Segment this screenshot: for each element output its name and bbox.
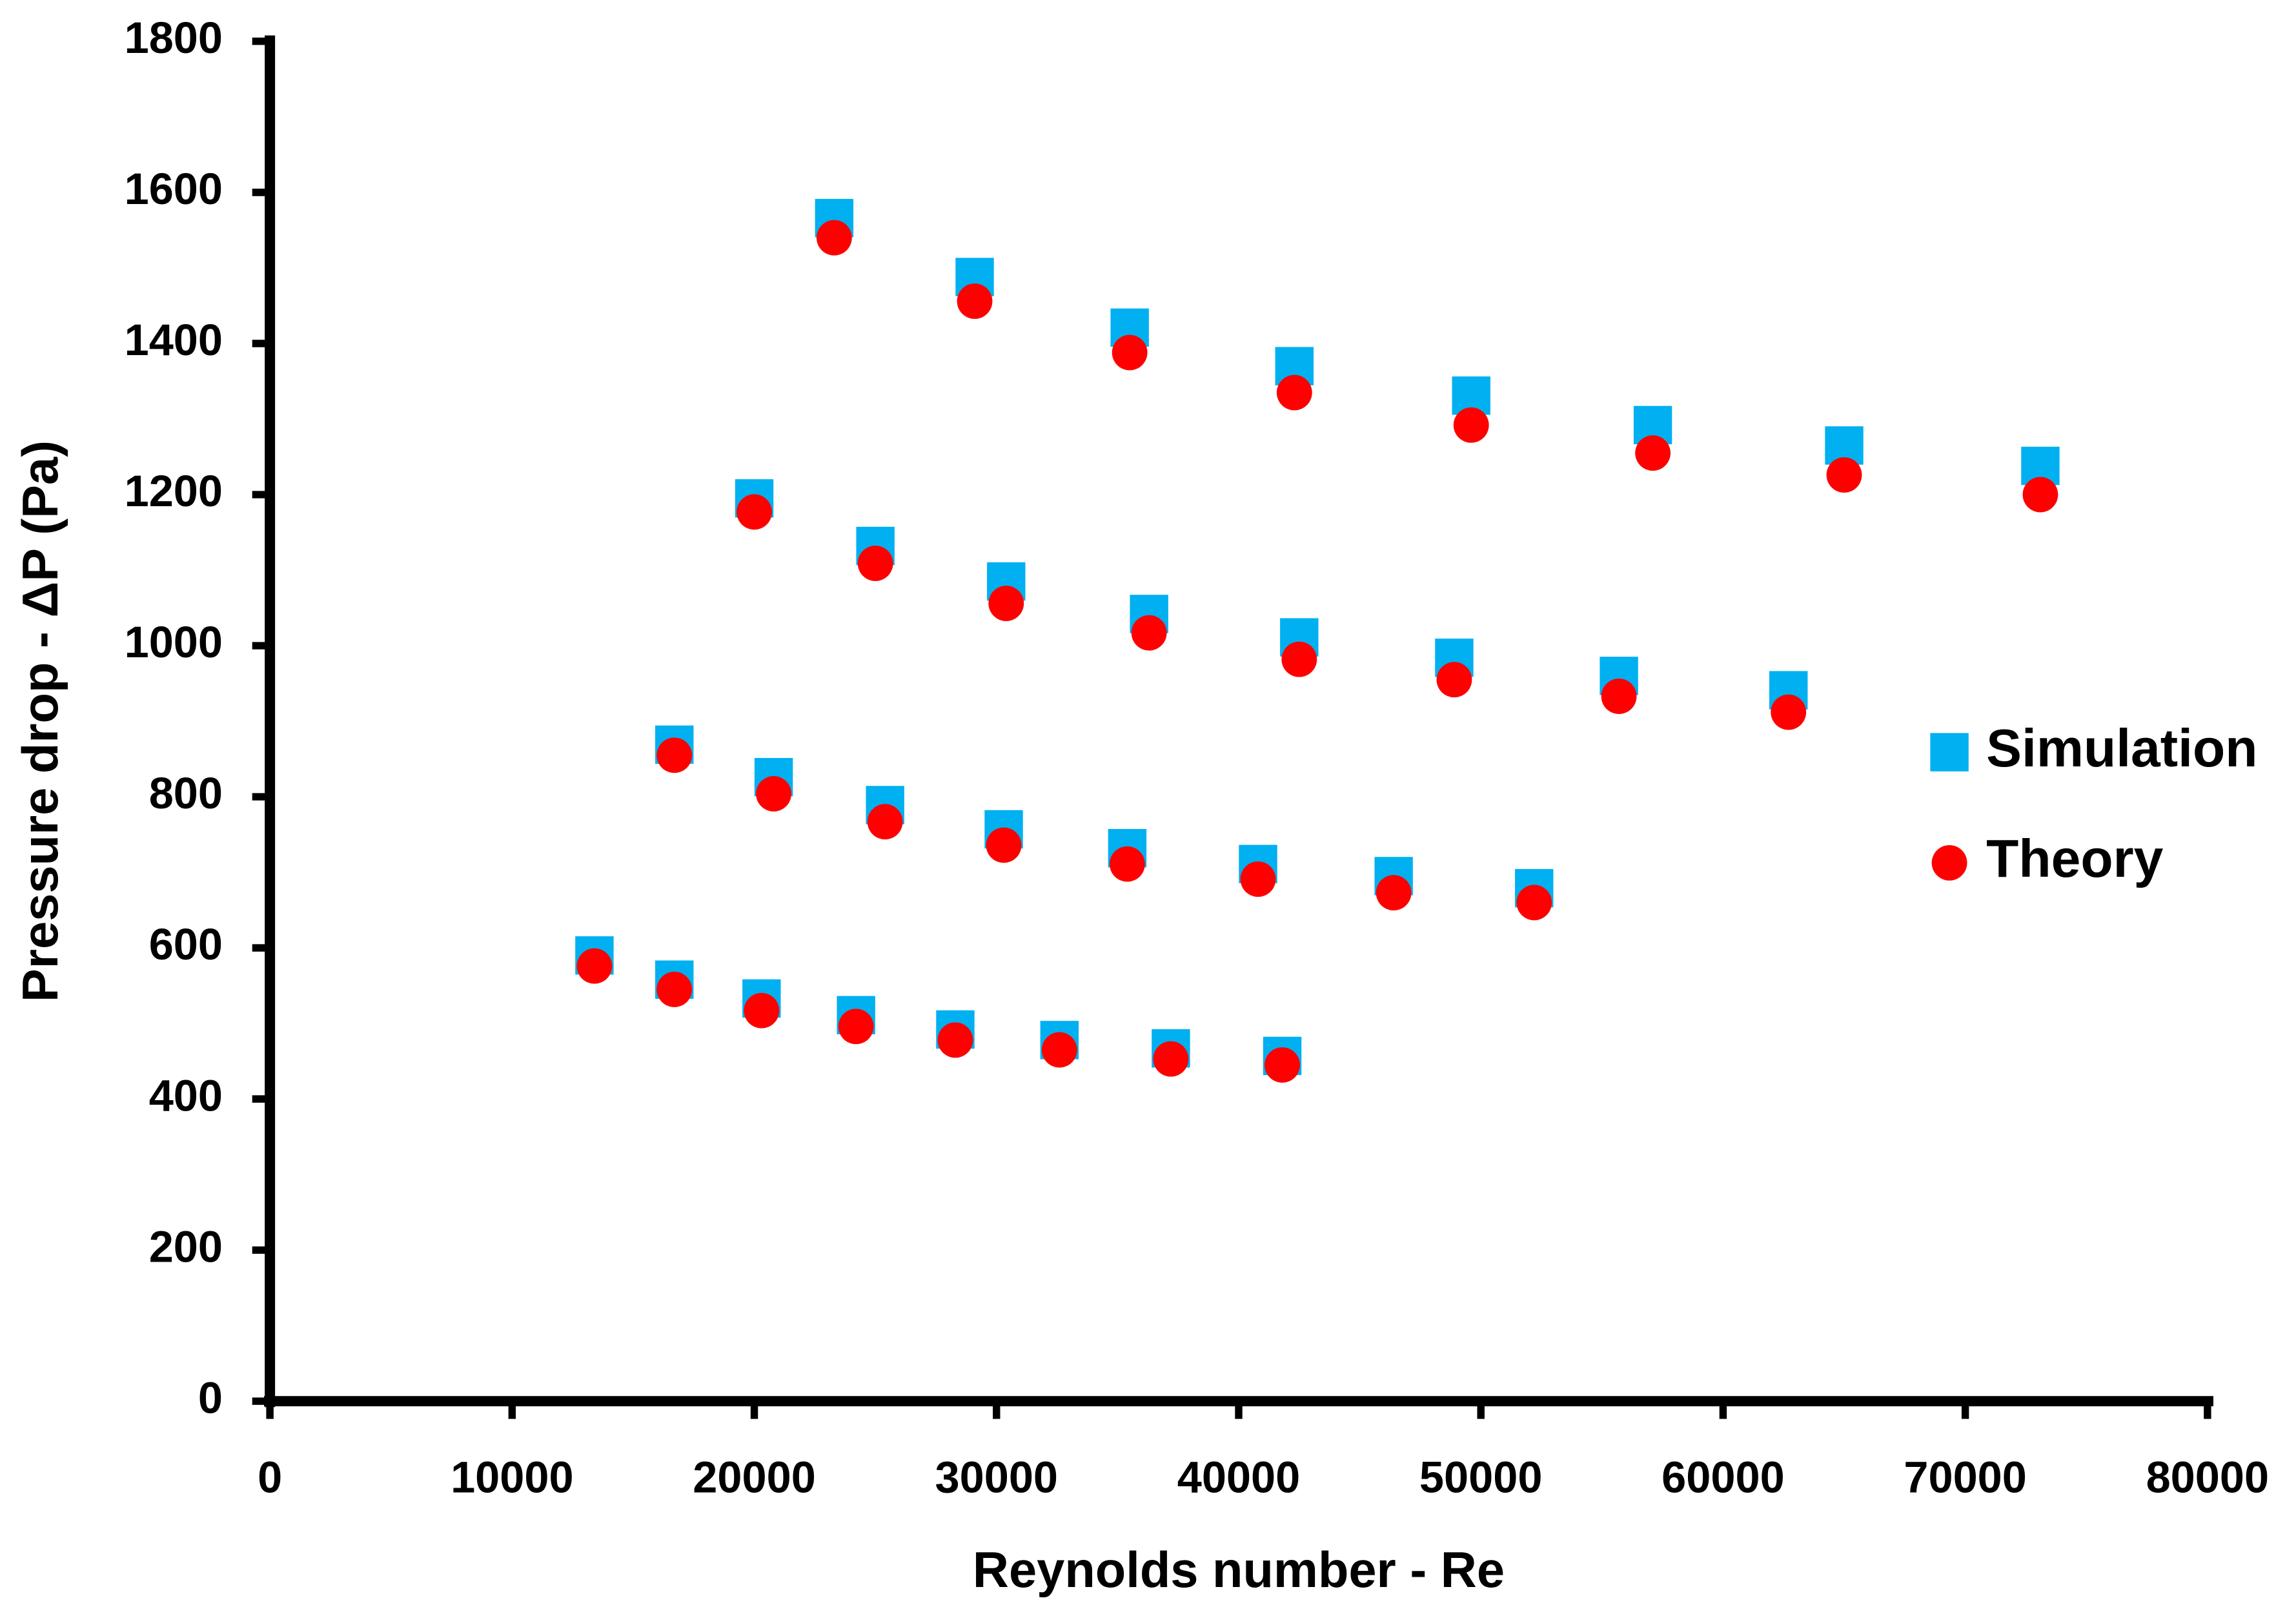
point bbox=[1453, 407, 1489, 443]
x-tick-label: 80000 bbox=[2146, 1453, 2270, 1502]
point bbox=[1771, 694, 1807, 730]
point bbox=[656, 972, 693, 1007]
point bbox=[1826, 457, 1862, 493]
point bbox=[1265, 1047, 1300, 1083]
x-tick-label: 10000 bbox=[451, 1453, 574, 1502]
y-tick-label: 1200 bbox=[125, 466, 223, 516]
point bbox=[1281, 641, 1317, 677]
point bbox=[1436, 662, 1472, 698]
y-tick-label: 400 bbox=[149, 1070, 223, 1120]
point bbox=[1131, 615, 1167, 651]
legend-marker bbox=[1931, 845, 1967, 881]
point bbox=[1041, 1032, 1077, 1068]
x-axis-title: Reynolds number - Re bbox=[973, 1542, 1505, 1598]
point bbox=[744, 992, 780, 1029]
legend-marker bbox=[1930, 733, 1969, 772]
y-axis-title: Pressure drop - ΔP (Pa) bbox=[13, 440, 68, 1002]
x-tick-label: 50000 bbox=[1419, 1453, 1543, 1502]
x-tick-label: 30000 bbox=[935, 1453, 1059, 1502]
point bbox=[986, 827, 1022, 863]
point bbox=[937, 1022, 973, 1058]
y-tick-label: 1600 bbox=[125, 164, 223, 214]
point bbox=[737, 494, 772, 530]
point bbox=[1112, 334, 1148, 371]
point bbox=[756, 775, 791, 812]
x-tick-label: 20000 bbox=[693, 1453, 816, 1502]
point bbox=[656, 737, 693, 773]
point bbox=[957, 283, 993, 319]
y-tick-label: 0 bbox=[198, 1373, 223, 1422]
x-tick-label: 60000 bbox=[1661, 1453, 1785, 1502]
y-tick-label: 200 bbox=[149, 1222, 223, 1271]
legend-label: Theory bbox=[1986, 830, 2163, 888]
point bbox=[1376, 875, 1412, 911]
point bbox=[816, 220, 852, 256]
point bbox=[1635, 435, 1671, 471]
y-tick-label: 1400 bbox=[125, 315, 223, 365]
x-tick-label: 0 bbox=[258, 1453, 282, 1502]
y-tick-label: 600 bbox=[149, 919, 223, 969]
y-tick-label: 800 bbox=[149, 768, 223, 818]
point bbox=[988, 586, 1024, 621]
point bbox=[2022, 476, 2058, 513]
point bbox=[576, 948, 613, 984]
y-tick-label: 1000 bbox=[125, 617, 223, 667]
legend-label: Simulation bbox=[1986, 719, 2257, 778]
y-tick-label: 1800 bbox=[125, 13, 223, 63]
point bbox=[1601, 679, 1637, 714]
point bbox=[857, 546, 893, 581]
point bbox=[1240, 861, 1276, 897]
point bbox=[1109, 846, 1145, 882]
x-tick-label: 70000 bbox=[1904, 1453, 2027, 1502]
point bbox=[1516, 885, 1552, 921]
point bbox=[1153, 1041, 1189, 1077]
x-tick-label: 40000 bbox=[1177, 1453, 1301, 1502]
point bbox=[1276, 374, 1312, 411]
point bbox=[838, 1009, 874, 1045]
point bbox=[867, 804, 903, 840]
